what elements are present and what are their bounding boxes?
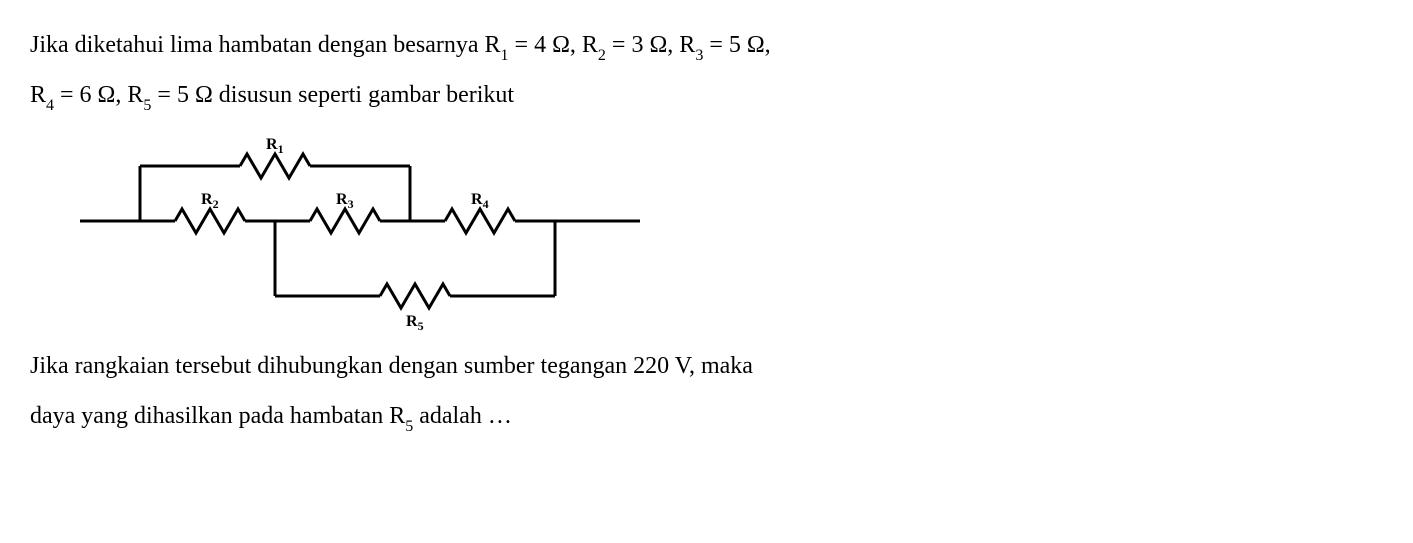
circuit-diagram: R1 R2 R3 R4 R5 xyxy=(80,131,640,331)
text-segment: Jika rangkaian tersebut dihubungkan deng… xyxy=(30,353,753,379)
text-segment: adalah … xyxy=(413,403,512,429)
problem-statement: Jika diketahui lima hambatan dengan besa… xyxy=(30,20,1383,121)
label-r5: R5 xyxy=(406,313,424,331)
subscript: 4 xyxy=(46,97,54,114)
text-segment: = 3 Ω, R xyxy=(606,32,695,58)
text-segment: = 4 Ω, R xyxy=(509,32,598,58)
resistor-r4 xyxy=(445,209,515,233)
resistor-r5 xyxy=(380,284,450,308)
subscript: 3 xyxy=(695,47,703,64)
problem-line-2: R4 = 6 Ω, R5 = 5 Ω disusun seperti gamba… xyxy=(30,70,1383,120)
problem-line-4: daya yang dihasilkan pada hambatan R5 ad… xyxy=(30,391,1383,441)
subscript: 5 xyxy=(143,97,151,114)
problem-question: Jika rangkaian tersebut dihubungkan deng… xyxy=(30,341,1383,442)
subscript: 5 xyxy=(405,418,413,435)
text-segment: = 5 Ω, xyxy=(703,32,770,58)
text-segment: = 5 Ω disusun seperti gambar berikut xyxy=(151,82,514,108)
text-segment: Jika diketahui lima hambatan dengan besa… xyxy=(30,32,501,58)
problem-line-3: Jika rangkaian tersebut dihubungkan deng… xyxy=(30,341,1383,391)
subscript: 2 xyxy=(598,47,606,64)
resistor-r3 xyxy=(310,209,380,233)
resistor-r2 xyxy=(175,209,245,233)
text-segment: R xyxy=(30,82,46,108)
problem-line-1: Jika diketahui lima hambatan dengan besa… xyxy=(30,20,1383,70)
text-segment: daya yang dihasilkan pada hambatan R xyxy=(30,403,405,429)
subscript: 1 xyxy=(501,47,509,64)
circuit-svg: R1 R2 R3 R4 R5 xyxy=(80,131,640,331)
resistor-r1 xyxy=(240,154,310,178)
text-segment: = 6 Ω, R xyxy=(54,82,143,108)
